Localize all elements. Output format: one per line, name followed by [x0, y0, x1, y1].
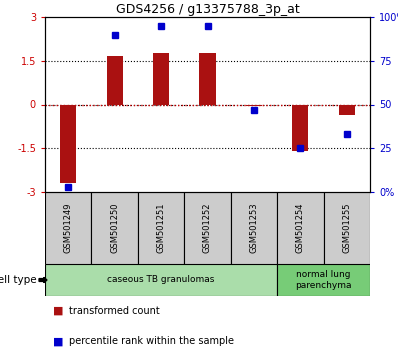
- Text: GSM501253: GSM501253: [250, 203, 258, 253]
- Bar: [231, 192, 277, 264]
- Bar: [184, 192, 231, 264]
- Bar: [45, 264, 277, 296]
- Bar: [277, 264, 370, 296]
- Text: ■: ■: [53, 336, 63, 347]
- Text: GSM501250: GSM501250: [110, 203, 119, 253]
- Text: ■: ■: [53, 306, 63, 316]
- Text: normal lung
parenchyma: normal lung parenchyma: [295, 270, 352, 290]
- Text: GSM501252: GSM501252: [203, 203, 212, 253]
- Title: GDS4256 / g13375788_3p_at: GDS4256 / g13375788_3p_at: [116, 3, 299, 16]
- Bar: [92, 192, 138, 264]
- Bar: [138, 192, 184, 264]
- Text: transformed count: transformed count: [69, 306, 160, 316]
- Text: caseous TB granulomas: caseous TB granulomas: [107, 275, 215, 285]
- Bar: [107, 56, 123, 104]
- Bar: [246, 104, 262, 106]
- Bar: [153, 53, 169, 104]
- Text: GSM501251: GSM501251: [156, 203, 166, 253]
- Bar: [60, 104, 76, 183]
- Text: GSM501254: GSM501254: [296, 203, 305, 253]
- Text: GSM501255: GSM501255: [342, 203, 351, 253]
- Text: GSM501249: GSM501249: [64, 203, 73, 253]
- Bar: [324, 192, 370, 264]
- Text: cell type: cell type: [0, 275, 37, 285]
- Bar: [339, 104, 355, 115]
- Bar: [292, 104, 308, 151]
- Bar: [45, 192, 92, 264]
- Bar: [277, 192, 324, 264]
- Text: percentile rank within the sample: percentile rank within the sample: [69, 336, 234, 347]
- Bar: [199, 53, 216, 104]
